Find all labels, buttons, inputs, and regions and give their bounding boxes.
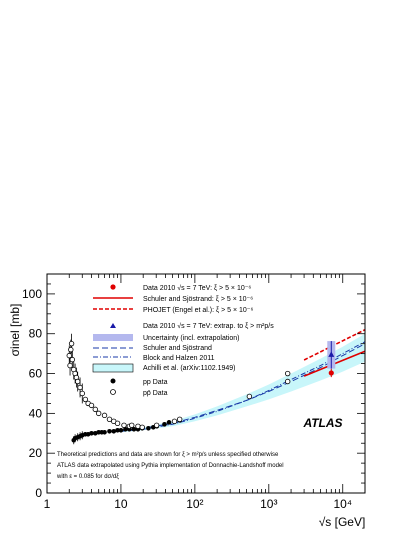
legend-label-schuler-full: Schuler and Sjöstrand [143,345,212,352]
legend-label-achilli: Achilli et al. (arXiv:1102.1949) [143,365,235,372]
atlas-watermark: ATLAS [302,416,342,430]
annotation-line-1: Theoretical predictions and data are sho… [57,452,279,458]
legend-marker-data2010-xi [110,284,116,290]
legend-marker-uncertainty [93,334,133,341]
y-tick-label: 20 [29,446,43,460]
x-tick-label: 10⁴ [333,497,352,511]
ppbar-data-point [284,370,291,377]
ppbar-data-point [153,422,160,429]
legend: Data 2010 √s = 7 TeV: ξ > 5 × 10⁻⁶ Schul… [92,284,274,397]
x-tick-label: 10² [186,497,203,511]
annotation-line-3: with ε = 0.085 for dσ/dξ [56,474,119,480]
legend-marker-pp [110,378,116,384]
y-axis-label: σinel [mb] [8,304,22,357]
legend-label-schuler: Schuler and Sjöstrand: ξ > 5 × 10⁻⁶ [143,296,253,303]
pp-data-point [162,422,167,427]
ppbar-data-point [67,362,73,369]
ppbar-data-point [176,416,183,423]
pp-data-point [118,427,124,433]
ppbar-data-point [74,378,81,385]
axis-ticks-layer: 0 20 40 60 80 100 1 10 10² 10³ 10⁴ [22,273,366,511]
y-tick-label: 0 [35,486,42,500]
phojet-xi-line [303,328,366,361]
legend-marker-achilli [92,363,134,373]
legend-marker-data2010-extrap [110,323,116,328]
pp-data-point [111,428,117,434]
pp-data-point [115,427,120,433]
pp-data-point [166,420,172,425]
pp-data-point [89,430,94,436]
data-points-layer [66,333,336,445]
x-tick-label: 10 [114,497,128,511]
ppbar-data-point [121,422,127,429]
ppbar-data-point [114,420,121,427]
ppbar-data-point [79,390,85,397]
x-axis-label: √s [GeV] [319,515,366,529]
legend-label-uncertainty: Uncertainty (incl. extrapolation) [143,335,240,342]
ppbar-data-point [135,423,141,430]
pp-data-point [123,426,128,432]
ppbar-data-point [68,346,74,353]
ppbar-data-point [129,422,135,429]
legend-label-ppbar: pp̄ Data [143,390,168,397]
y-tick-label: 100 [22,287,42,301]
ppbar-data-point [82,396,89,403]
ppbar-data-point [139,424,145,430]
pp-data-point [107,428,112,434]
x-tick-label: 1 [44,497,51,511]
y-tick-label: 80 [29,327,43,341]
ppbar-data-point [101,412,108,419]
legend-label-data2010-xi: Data 2010 √s = 7 TeV: ξ > 5 × 10⁻⁶ [143,284,251,292]
ppbar-data-point [69,356,76,363]
x-tick-label: 10³ [260,497,277,511]
xi-data-point [328,370,334,376]
ppbar-data-point [92,406,98,413]
ppbar-data-point [106,416,113,423]
legend-label-phojet: PHOJET (Engel et al.): ξ > 5 × 10⁻⁶ [143,307,253,314]
legend-marker-ppbar [110,389,116,395]
ppbar-data-point [284,378,291,385]
chart-annotations: Theoretical predictions and data are sho… [56,452,284,480]
ppbar-data-point [246,393,253,400]
pp-data-point [146,425,151,431]
y-tick-label: 40 [29,406,43,420]
pp-data-point [102,429,107,435]
annotation-line-2: ATLAS data extrapolated using Pythia imp… [57,463,284,469]
ppbar-data-point [77,384,83,391]
ppbar-data-point [95,410,102,417]
ppbar-data-point [68,340,75,347]
ppbar-data-point [88,402,95,409]
extrap-data-point [328,351,335,357]
legend-label-block-halzen: Block and Halzen 2011 [143,355,215,362]
legend-label-data2010-extrap: Data 2010 √s = 7 TeV: extrap. to ξ > m²p… [143,322,274,330]
legend-label-pp: pp Data [143,379,168,386]
ppbar-data-point [66,352,72,359]
y-tick-label: 60 [29,367,43,381]
ppbar-data-point [171,418,178,425]
pp-data-point [131,426,137,432]
